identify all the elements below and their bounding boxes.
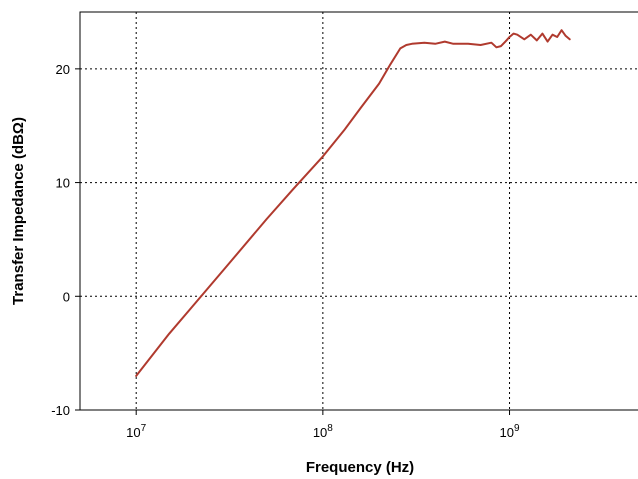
y-tick-label: 10: [56, 176, 70, 191]
series-layer: [135, 29, 571, 377]
tick-layer: 107 108 109 -10 0 10 20: [51, 62, 520, 440]
x-tick-label: 109: [500, 423, 520, 440]
y-tick-label: -10: [51, 403, 70, 418]
series-line: [135, 29, 571, 377]
y-axis-title: Transfer Impedance (dBΩ): [10, 117, 27, 305]
grid-layer: [80, 12, 638, 410]
x-tick-label: 108: [313, 423, 333, 440]
x-axis-title: Frequency (Hz): [306, 459, 414, 476]
y-tick-label: 20: [56, 62, 70, 77]
y-tick-label: 0: [63, 289, 70, 304]
plot-frame: [79, 11, 638, 411]
x-tick-label: 107: [126, 423, 146, 440]
